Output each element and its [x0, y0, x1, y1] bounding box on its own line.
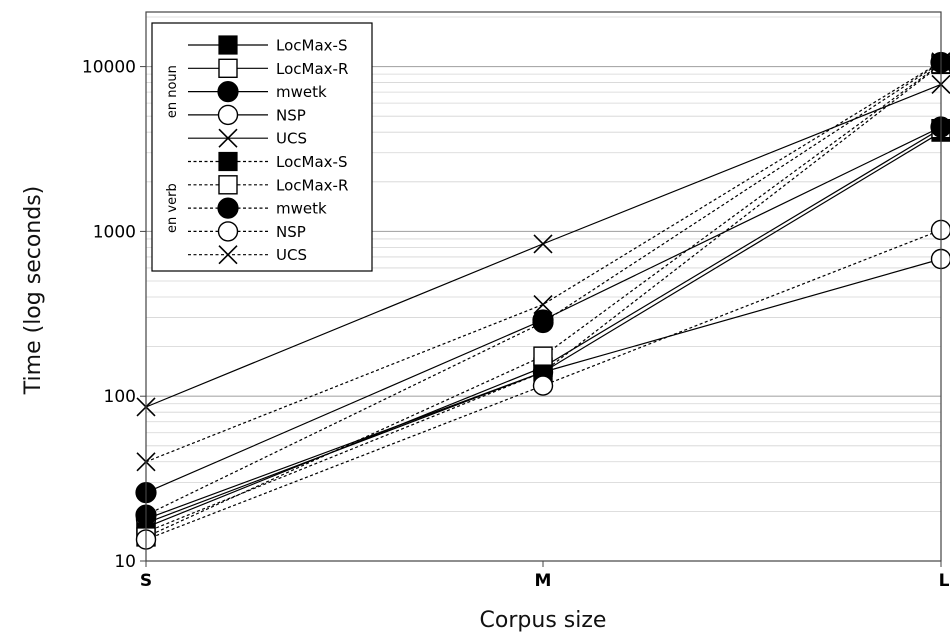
legend-entry-label: LocMax-S: [276, 153, 347, 171]
marker-filled-square: [218, 35, 238, 55]
legend-entry-label: NSP: [276, 106, 306, 124]
y-tick-label: 1000: [93, 222, 136, 242]
legend-entry-label: mwetk: [276, 83, 327, 101]
x-tick-label: S: [140, 571, 152, 591]
y-tick-label: 100: [104, 387, 136, 407]
legend-marker: [218, 245, 238, 265]
marker-open-circle: [217, 104, 239, 126]
marker-cross-stroke: [533, 294, 553, 315]
marker-filled-square: [218, 151, 238, 172]
legend-entry-label: UCS: [276, 130, 307, 148]
data-point: [533, 234, 553, 254]
legend-marker: [217, 104, 239, 126]
legend-marker: [218, 151, 238, 172]
marker-cross-stroke: [218, 245, 238, 265]
legend-marker: [218, 58, 238, 78]
legend-entry-label: mwetk: [276, 200, 327, 218]
marker-cross-stroke: [218, 128, 238, 148]
legend-group-label: en verb: [165, 183, 180, 233]
y-tick-labels: 10 100 1000 10000: [82, 58, 146, 572]
y-axis-label: Time (log seconds): [21, 186, 46, 395]
y-tick-label: 10000: [82, 58, 136, 78]
marker-cross-stroke: [533, 234, 553, 254]
legend-marker: [217, 197, 239, 219]
marker-filled-circle: [217, 80, 239, 103]
legend-marker: [218, 175, 238, 195]
marker-open-square: [218, 175, 238, 195]
legend-entry-label: UCS: [276, 246, 307, 264]
marker-open-square: [218, 58, 238, 78]
marker-filled-circle: [532, 311, 554, 334]
legend-entry-label: LocMax-R: [276, 60, 348, 78]
legend-group-label: en noun: [165, 65, 180, 118]
marker-open-circle: [217, 221, 239, 242]
legend-entry-label: LocMax-S: [276, 37, 347, 55]
legend-entry-label: NSP: [276, 223, 306, 241]
grid-layer: [146, 16, 941, 512]
data-point: [533, 294, 553, 315]
marker-open-square: [533, 346, 553, 366]
data-point: [532, 375, 554, 396]
x-tick-label: L: [939, 571, 950, 591]
legend: LocMax-S LocMax-R mwetk NSP UCS LocMax-S LocMa…: [151, 22, 373, 272]
data-point: [533, 346, 553, 366]
legend-box: [151, 22, 373, 272]
x-tick-label: M: [535, 571, 552, 591]
legend-marker: [217, 80, 239, 103]
marker-filled-circle: [217, 197, 239, 219]
y-tick-label: 10: [114, 552, 136, 572]
legend-marker: [217, 221, 239, 242]
x-axis-label: Corpus size: [480, 608, 607, 633]
legend-marker: [218, 128, 238, 148]
data-point: [532, 311, 554, 334]
marker-open-circle: [532, 375, 554, 396]
legend-marker: [218, 35, 238, 55]
series-layer: [135, 51, 950, 550]
series-line-ucs-verb: [145, 61, 942, 463]
legend-entry-label: LocMax-R: [276, 176, 348, 194]
